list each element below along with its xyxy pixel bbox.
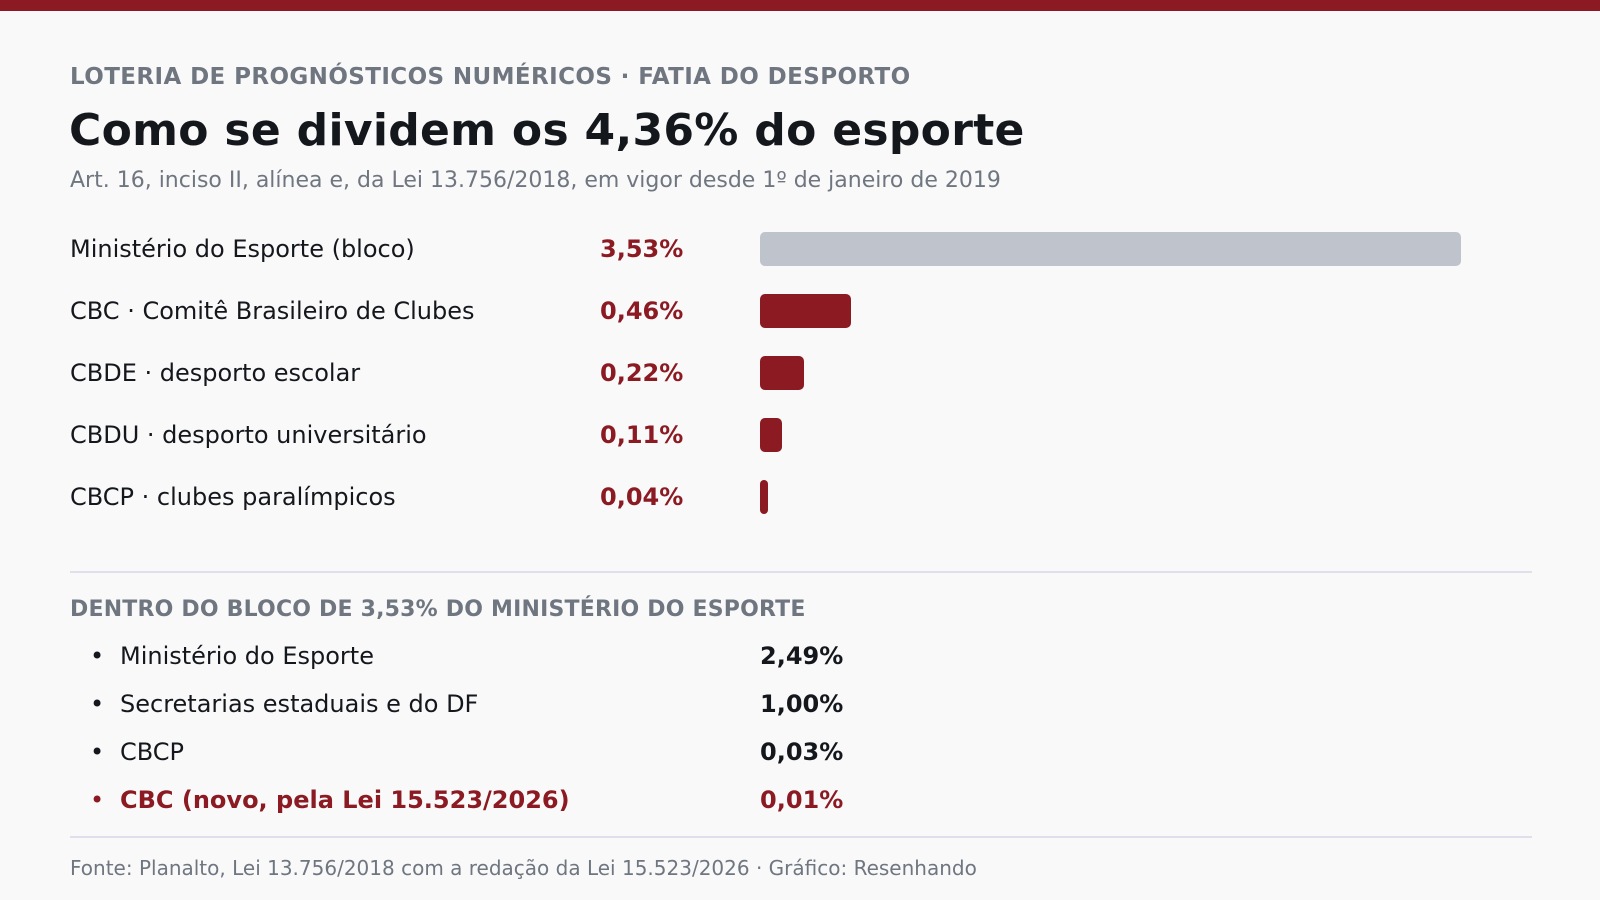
bar (760, 418, 782, 452)
breakdown-title: DENTRO DO BLOCO DE 3,53% DO MINISTÉRIO D… (70, 597, 806, 622)
bar-row: Ministério do Esporte (bloco) 3,53% (0, 232, 1600, 272)
bar-row: CBDE · desporto escolar 0,22% (0, 356, 1600, 396)
list-item-label: Ministério do Esporte (120, 642, 374, 670)
list-item: • Secretarias estaduais e do DF 1,00% (0, 688, 1600, 724)
bar-row: CBCP · clubes paralímpicos 0,04% (0, 480, 1600, 520)
chart-subtitle: Art. 16, inciso II, alínea e, da Lei 13.… (70, 168, 1001, 193)
list-item: • Ministério do Esporte 2,49% (0, 640, 1600, 676)
bullet-icon: • (90, 690, 105, 718)
chart-title: Como se dividem os 4,36% do esporte (69, 105, 1025, 156)
data-label: 0,46% (600, 297, 684, 325)
section-divider (70, 571, 1532, 573)
list-item-value: 1,00% (760, 690, 844, 718)
source-footer: Fonte: Planalto, Lei 13.756/2018 com a r… (70, 856, 977, 880)
bar-row: CBDU · desporto universitário 0,11% (0, 418, 1600, 458)
data-label: 0,11% (600, 421, 684, 449)
list-item: • CBCP 0,03% (0, 736, 1600, 772)
category-label: CBDU · desporto universitário (70, 421, 427, 449)
bar (760, 294, 851, 328)
category-label: CBDE · desporto escolar (70, 359, 361, 387)
bullet-icon: • (90, 642, 105, 670)
footer-divider (70, 836, 1532, 838)
category-label: CBCP · clubes paralímpicos (70, 483, 396, 511)
top-accent-bar (0, 0, 1600, 11)
data-label: 0,04% (600, 483, 684, 511)
list-item-value: 0,01% (760, 786, 844, 814)
bullet-icon: • (90, 738, 105, 766)
category-label: CBC · Comitê Brasileiro de Clubes (70, 297, 475, 325)
bar-row: CBC · Comitê Brasileiro de Clubes 0,46% (0, 294, 1600, 334)
data-label: 0,22% (600, 359, 684, 387)
list-item-label: CBCP (120, 738, 185, 766)
bar (760, 356, 804, 390)
list-item-label: Secretarias estaduais e do DF (120, 690, 479, 718)
data-label: 3,53% (600, 235, 684, 263)
eyebrow-label: LOTERIA DE PROGNÓSTICOS NUMÉRICOS · FATI… (70, 64, 911, 90)
bar (760, 232, 1461, 266)
bar (760, 480, 768, 514)
category-label: Ministério do Esporte (bloco) (70, 235, 415, 263)
list-item-value: 0,03% (760, 738, 844, 766)
list-item-label: CBC (novo, pela Lei 15.523/2026) (120, 786, 570, 814)
list-item: • CBC (novo, pela Lei 15.523/2026) 0,01% (0, 784, 1600, 820)
bullet-icon: • (90, 786, 105, 814)
list-item-value: 2,49% (760, 642, 844, 670)
